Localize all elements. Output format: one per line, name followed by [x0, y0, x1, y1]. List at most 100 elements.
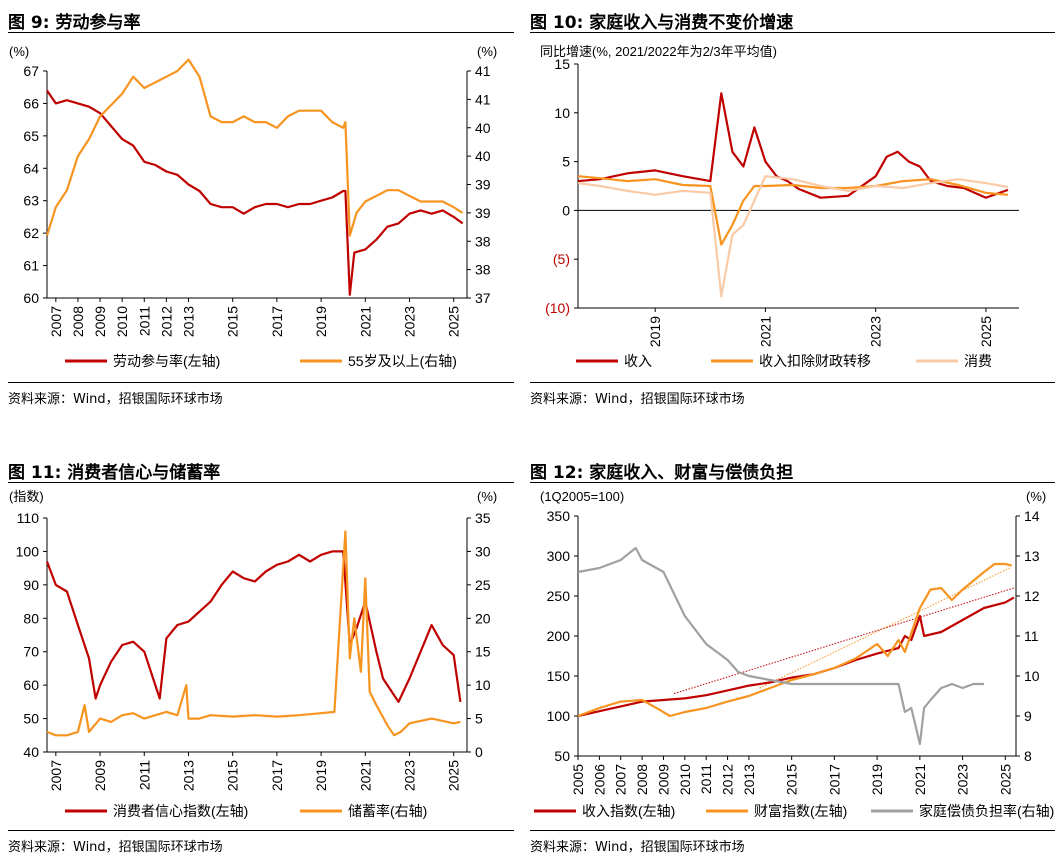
- y2-tick-label: 5: [475, 711, 483, 727]
- x-tick-label: 2023: [402, 760, 418, 791]
- y-tick-label: 62: [23, 225, 39, 241]
- x-tick-label: 2013: [180, 306, 196, 337]
- x-tick-label: 2019: [313, 760, 329, 791]
- series-line-2: [45, 58, 464, 237]
- figure-12-title: 图 12: 家庭收入、财富与偿债负担: [530, 463, 794, 483]
- x-tick-label: 2015: [225, 760, 241, 791]
- legend-label-3: 家庭偿债负担率(右轴): [919, 803, 1054, 819]
- y2-tick-label: 14: [1024, 508, 1040, 524]
- y-tick-label: 250: [547, 588, 571, 604]
- chart-income-consumption: 同比增速(%, 2021/2022年为2/3年平均值)15 10 5 0 (5) (10)…: [540, 44, 1019, 369]
- x-tick-label: 2012: [720, 764, 736, 795]
- legend-label-2: 收入扣除财政转移: [759, 353, 871, 369]
- y-tick-label: 63: [23, 193, 39, 209]
- y-tick-label: 40: [23, 744, 39, 760]
- y-tick-label: 350: [547, 508, 571, 524]
- left-axis-unit: (1Q2005=100): [540, 489, 624, 504]
- y-tick-label: 110: [17, 510, 40, 526]
- y2-tick-label: 41: [475, 63, 491, 79]
- y2-tick-label: 12: [1024, 588, 1040, 604]
- x-tick-label: 2013: [180, 760, 196, 791]
- x-tick-label: 2021: [357, 306, 373, 337]
- legend-label-1: 收入指数(左轴): [582, 803, 675, 819]
- wealth-trend-line: [759, 567, 1010, 689]
- figure-12-title-rule: [530, 482, 1055, 483]
- x-tick-label: 2010: [114, 306, 130, 337]
- y-tick-label: 200: [547, 628, 571, 644]
- figure-11-source: 资料来源：Wind，招银国际环球市场: [8, 840, 223, 855]
- chart-income-wealth-debt: (1Q2005=100) (%) 50 100 150 200 250 300 350 8 9 10 1…: [534, 489, 1054, 819]
- y-tick-label: 90: [23, 577, 39, 593]
- y2-tick-label: 10: [1024, 668, 1040, 684]
- x-tick-label: 2025: [446, 760, 462, 791]
- figure-12-bottom-rule: [530, 830, 1055, 831]
- chart-labor-participation: (%) (%) 60 61 62 63 64 65 66 67 37 38 38 39 39 40 40 41 41…: [9, 44, 497, 369]
- x-tick-label: 2010: [677, 764, 693, 795]
- figure-9-source: 资料来源：Wind，招银国际环球市场: [8, 392, 223, 407]
- series-line-2: [577, 562, 1012, 718]
- y-tick-label: 150: [547, 668, 571, 684]
- chart-confidence-savings: (指数) (%)405060708090100110051015202530352…: [9, 489, 497, 819]
- x-tick-label: 2007: [48, 760, 64, 791]
- y2-tick-label: 20: [475, 610, 491, 626]
- y-tick-label: 5: [562, 154, 570, 170]
- y-tick-label: 50: [554, 748, 570, 764]
- x-tick-label: 2025: [997, 764, 1013, 795]
- x-tick-label: 2023: [402, 306, 418, 337]
- y2-tick-label: 40: [475, 148, 491, 164]
- x-tick-label: 2009: [92, 760, 108, 791]
- x-tick-label: 2009: [655, 764, 671, 795]
- y-tick-label: (10): [545, 300, 570, 316]
- y-tick-label: 80: [23, 610, 39, 626]
- x-tick-label: 2012: [158, 306, 174, 337]
- x-tick-label: 2007: [48, 306, 64, 337]
- income-trend-line: [673, 587, 1015, 695]
- y-tick-label: 64: [23, 160, 39, 176]
- y-tick-label: 67: [23, 63, 39, 79]
- x-tick-label: 2021: [757, 316, 773, 347]
- y-tick-label: 100: [16, 543, 40, 559]
- x-tick-label: 2017: [826, 764, 842, 795]
- y2-tick-label: 30: [475, 543, 491, 559]
- y2-tick-label: 10: [475, 677, 491, 693]
- legend-label-3: 消费: [964, 353, 992, 369]
- y2-tick-label: 39: [475, 205, 491, 221]
- x-tick-label: 2025: [978, 316, 994, 347]
- figure-12-source: 资料来源：Wind，招银国际环球市场: [530, 840, 745, 855]
- legend-label-2: 储蓄率(右轴): [348, 803, 427, 819]
- x-tick-label: 2008: [634, 764, 650, 795]
- y-tick-label: 100: [547, 708, 571, 724]
- x-tick-label: 2011: [136, 306, 152, 336]
- x-tick-label: 2006: [591, 764, 607, 795]
- x-tick-label: 2005: [570, 764, 586, 795]
- y-tick-label: 0: [562, 202, 570, 218]
- figure-10-bottom-rule: [530, 382, 1055, 383]
- x-tick-label: 2021: [912, 764, 928, 795]
- y-tick-label: 10: [554, 105, 570, 121]
- x-tick-label: 2015: [784, 764, 800, 795]
- series-line-2: [46, 530, 461, 737]
- x-tick-label: 2023: [955, 764, 971, 795]
- x-tick-label: 2023: [868, 316, 884, 347]
- y2-tick-label: 38: [475, 262, 491, 278]
- figure-10-title-rule: [530, 32, 1055, 33]
- legend-label-1: 劳动参与率(左轴): [113, 353, 220, 369]
- legend-label-2: 财富指数(左轴): [754, 803, 847, 819]
- chart-subtitle: 同比增速(%, 2021/2022年为2/3年平均值): [540, 44, 777, 59]
- left-axis-unit: (%): [9, 44, 29, 59]
- left-axis-unit: (指数): [9, 489, 44, 504]
- x-tick-label: 2008: [70, 306, 86, 337]
- x-tick-label: 2019: [647, 316, 663, 347]
- series-line-3: [577, 546, 984, 746]
- figure-10-source: 资料来源：Wind，招银国际环球市场: [530, 392, 745, 407]
- right-axis-unit: (%): [1026, 489, 1046, 504]
- y-tick-label: 300: [547, 548, 571, 564]
- series-line-1: [577, 596, 1015, 718]
- y-tick-label: 15: [554, 56, 570, 72]
- x-tick-label: 2015: [225, 306, 241, 337]
- x-tick-label: 2019: [313, 306, 329, 337]
- y2-tick-label: 9: [1024, 708, 1032, 724]
- y2-tick-label: 38: [475, 233, 491, 249]
- x-tick-label: 2017: [269, 306, 285, 337]
- figure-10-title: 图 10: 家庭收入与消费不变价增速: [530, 13, 794, 33]
